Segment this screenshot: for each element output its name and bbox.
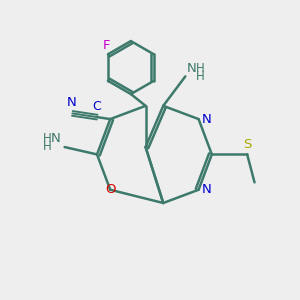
Text: F: F bbox=[103, 39, 110, 52]
Text: N: N bbox=[187, 61, 196, 75]
Text: S: S bbox=[243, 139, 251, 152]
Text: N: N bbox=[50, 132, 60, 145]
Text: N: N bbox=[202, 112, 211, 126]
Text: H: H bbox=[196, 70, 204, 83]
Text: C: C bbox=[92, 100, 101, 113]
Text: N: N bbox=[202, 183, 211, 196]
Text: H: H bbox=[43, 140, 52, 153]
Text: N: N bbox=[67, 96, 77, 109]
Text: H: H bbox=[43, 132, 52, 145]
Text: H: H bbox=[196, 61, 204, 75]
Text: O: O bbox=[105, 183, 116, 196]
